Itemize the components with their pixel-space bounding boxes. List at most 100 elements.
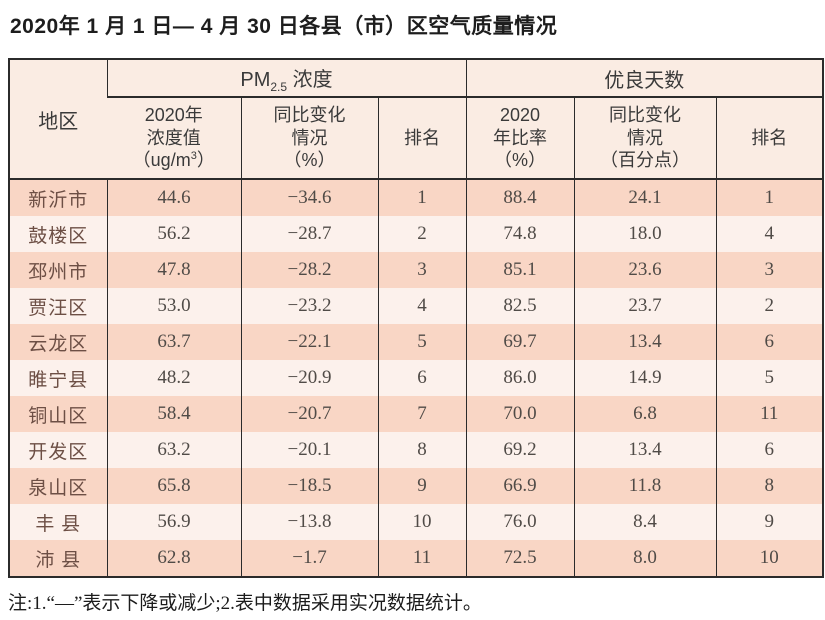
cell-pm-value: 44.6 — [106, 179, 241, 216]
page-title: 2020年 1 月 1 日— 4 月 30 日各县（市）区空气质量情况 — [10, 15, 558, 38]
cell-days-rank: 11 — [715, 396, 824, 432]
cell-pm-change: −23.2 — [240, 288, 378, 324]
table-row: 泉山区 65.8 −18.5 9 66.9 11.8 8 — [9, 468, 824, 504]
cell-days-ratio: 85.1 — [465, 252, 575, 288]
cell-pm-rank: 5 — [377, 324, 467, 360]
cell-pm-change: −34.6 — [240, 179, 378, 216]
cell-pm-change: −28.7 — [240, 216, 378, 252]
header-line: 2020 — [499, 105, 541, 126]
header-days-group: 优良天数 — [465, 59, 824, 98]
header-line: （%） — [283, 150, 336, 171]
cell-days-change: 13.4 — [573, 324, 717, 360]
cell-region: 开发区 — [28, 441, 89, 463]
cell-region: 铜山区 — [28, 405, 89, 427]
cell-region: 泉山区 — [28, 477, 89, 499]
cell-days-rank: 1 — [715, 179, 824, 216]
cell-pm-change: −20.9 — [240, 360, 378, 396]
cell-days-ratio: 86.0 — [465, 360, 575, 396]
cell-pm-value: 63.2 — [106, 432, 241, 468]
cell-days-rank: 4 — [715, 216, 824, 252]
header-line: 同比变化 — [609, 105, 682, 126]
header-days-ratio: 2020 年比率 （%） — [465, 97, 575, 180]
header-region: 地区 — [9, 59, 107, 180]
cell-pm-rank: 11 — [377, 540, 467, 577]
cell-pm-value: 56.9 — [106, 504, 241, 540]
cell-pm-value: 47.8 — [106, 252, 241, 288]
cell-pm-change: −1.7 — [240, 540, 378, 577]
table-row: 邳州市 47.8 −28.2 3 85.1 23.6 3 — [9, 252, 824, 288]
cell-region: 丰 县 — [35, 513, 82, 535]
cell-days-ratio: 70.0 — [465, 396, 575, 432]
cell-days-change: 8.4 — [573, 504, 717, 540]
pm-group-subscript: 2.5 — [270, 79, 288, 94]
header-pm-value: 2020年 浓度值 （ug/m3） — [107, 97, 241, 180]
cell-pm-rank: 8 — [377, 432, 467, 468]
cell-days-ratio: 66.9 — [465, 468, 575, 504]
cell-pm-change: −13.8 — [240, 504, 378, 540]
cell-days-change: 6.8 — [573, 396, 717, 432]
cell-region: 邳州市 — [28, 261, 89, 283]
cell-region: 云龙区 — [28, 333, 89, 355]
cell-pm-rank: 4 — [377, 288, 467, 324]
cell-days-ratio: 82.5 — [465, 288, 575, 324]
cell-pm-value: 56.2 — [106, 216, 241, 252]
header-line: （百分点） — [600, 150, 691, 171]
cell-pm-value: 65.8 — [106, 468, 241, 504]
table-row: 开发区 63.2 −20.1 8 69.2 13.4 6 — [9, 432, 824, 468]
header-line: （%） — [494, 150, 547, 171]
table-header: 地区 PM2.5 浓度 优良天数 2020年 浓度值 （ug/m3） 同比变化 情况（… — [9, 59, 824, 180]
header-line: 浓度值 — [146, 127, 201, 148]
cell-days-rank: 8 — [715, 468, 824, 504]
cell-region: 新沂市 — [28, 189, 89, 211]
table-row: 贾汪区 53.0 −23.2 4 82.5 23.7 2 — [9, 288, 824, 324]
cell-days-ratio: 74.8 — [465, 216, 575, 252]
cell-pm-value: 62.8 — [106, 540, 241, 577]
cell-pm-change: −20.7 — [240, 396, 378, 432]
header-line: 年比率 — [493, 127, 548, 148]
cell-pm-rank: 1 — [377, 179, 467, 216]
cell-pm-rank: 7 — [377, 396, 467, 432]
pm-group-prefix: PM — [240, 68, 271, 91]
table-row: 云龙区 63.7 −22.1 5 69.7 13.4 6 — [9, 324, 824, 360]
cell-pm-rank: 10 — [377, 504, 467, 540]
cell-days-rank: 6 — [715, 432, 824, 468]
header-sub-row: 2020年 浓度值 （ug/m3） 同比变化 情况 （%） 排名 2020 年比率 （%） … — [9, 97, 824, 180]
cell-pm-value: 63.7 — [106, 324, 241, 360]
cell-days-ratio: 72.5 — [465, 540, 575, 577]
cell-days-rank: 6 — [715, 324, 824, 360]
cell-pm-rank: 6 — [377, 360, 467, 396]
cell-days-ratio: 88.4 — [465, 179, 575, 216]
cell-days-rank: 3 — [715, 252, 824, 288]
cell-pm-value: 48.2 — [106, 360, 241, 396]
header-pm-change: 同比变化 情况 （%） — [240, 97, 378, 180]
cell-days-rank: 2 — [715, 288, 824, 324]
header-line: 情况 — [627, 127, 664, 148]
cell-days-change: 8.0 — [573, 540, 717, 577]
air-quality-table: 地区 PM2.5 浓度 优良天数 2020年 浓度值 （ug/m3） 同比变化 情况（… — [8, 58, 825, 578]
cell-region: 鼓楼区 — [28, 225, 89, 247]
cell-pm-change: −20.1 — [240, 432, 378, 468]
table-row: 沛 县 62.8 −1.7 11 72.5 8.0 10 — [9, 540, 824, 577]
cell-days-change: 24.1 — [573, 179, 717, 216]
cell-days-ratio: 69.7 — [465, 324, 575, 360]
cell-pm-change: −18.5 — [240, 468, 378, 504]
cell-days-change: 13.4 — [573, 432, 717, 468]
pm-group-suffix: 浓度 — [287, 68, 333, 91]
cell-pm-change: −28.2 — [240, 252, 378, 288]
footnote: 注:1.“—”表示下降或减少;2.表中数据采用实况数据统计。 — [8, 593, 482, 614]
cell-days-change: 23.6 — [573, 252, 717, 288]
header-line: （ug/m — [132, 150, 191, 171]
cell-pm-rank: 9 — [377, 468, 467, 504]
cell-days-change: 23.7 — [573, 288, 717, 324]
table-body: 新沂市 44.6 −34.6 1 88.4 24.1 1 鼓楼区 56.2 −28.7 2 74.8 1… — [9, 179, 824, 577]
table-row: 睢宁县 48.2 −20.9 6 86.0 14.9 5 — [9, 360, 824, 396]
header-line: 情况 — [291, 127, 328, 148]
header-line: 2020年 — [144, 105, 203, 126]
header-line: ） — [196, 150, 215, 171]
cell-region: 沛 县 — [35, 549, 82, 571]
table-row: 丰 县 56.9 −13.8 10 76.0 8.4 9 — [9, 504, 824, 540]
header-pm-group: PM2.5 浓度 — [106, 59, 467, 98]
cell-pm-value: 53.0 — [106, 288, 241, 324]
cell-days-ratio: 76.0 — [465, 504, 575, 540]
